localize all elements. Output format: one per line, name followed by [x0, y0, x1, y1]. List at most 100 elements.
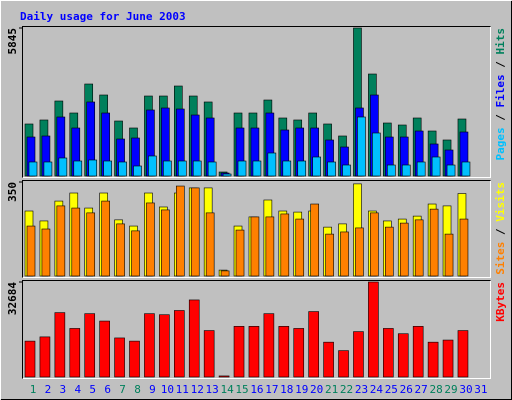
panel-frame-dark [22, 280, 491, 379]
x-tick-label: 8 [134, 383, 141, 396]
y-tick-label: 32684 [6, 282, 19, 315]
legend-entry: Sites [494, 242, 507, 275]
bar [233, 326, 245, 378]
bar [444, 233, 454, 277]
bar [427, 341, 439, 378]
bar [69, 328, 81, 378]
bar [144, 313, 155, 378]
x-tick-label: 18 [280, 383, 293, 396]
x-tick-label: 17 [265, 383, 278, 396]
bar [368, 281, 379, 378]
x-tick-label: 5 [89, 383, 96, 396]
x-tick-label: 6 [104, 383, 111, 396]
bar [310, 203, 319, 277]
bar [293, 328, 305, 378]
bar [103, 160, 112, 177]
panel-frame-dark [22, 180, 491, 278]
bar [188, 299, 200, 378]
bar [416, 161, 426, 177]
bar [73, 160, 83, 177]
bar [203, 330, 215, 378]
bar [355, 227, 364, 277]
panel-frame-light [23, 281, 491, 379]
bar [28, 161, 38, 177]
bar [282, 160, 292, 177]
bar [297, 160, 307, 177]
bar [133, 165, 142, 177]
bar [414, 219, 424, 277]
bar [118, 161, 127, 177]
bar [161, 209, 170, 277]
x-tick-label: 26 [400, 383, 413, 396]
bar [325, 233, 334, 277]
legend-entry: Visits [494, 182, 507, 222]
x-tick-label: 25 [385, 383, 398, 396]
bar [250, 216, 260, 277]
bar [88, 159, 98, 177]
bar [459, 218, 469, 277]
bar [237, 160, 247, 177]
legend-separator: / [494, 61, 507, 68]
bar [235, 229, 245, 277]
bar [263, 313, 275, 378]
legend-entry: Hits [494, 28, 507, 55]
legend: Sites / Visits [494, 182, 507, 275]
bar [357, 116, 366, 177]
bar [84, 313, 96, 378]
bar [26, 225, 36, 277]
legend: KBytes [494, 282, 507, 322]
bar [174, 310, 185, 378]
bar [323, 341, 334, 378]
bar [207, 161, 217, 177]
x-tick-label: 24 [370, 383, 384, 396]
x-tick-label: 31 [474, 383, 487, 396]
x-tick-label: 15 [235, 383, 248, 396]
x-tick-label: 7 [119, 383, 126, 396]
bar [429, 208, 439, 277]
bar [148, 155, 157, 177]
bar [385, 226, 394, 277]
bar [190, 187, 200, 277]
bar [178, 160, 187, 177]
bar [220, 270, 230, 277]
chart-title: Daily usage for June 2003 [20, 10, 186, 23]
bar [383, 328, 394, 378]
x-tick-label: 28 [429, 383, 442, 396]
bar [397, 333, 409, 378]
legend-entry: Pages [494, 127, 507, 160]
bar [54, 312, 66, 378]
bar [41, 228, 51, 277]
panel-frame-light [23, 181, 491, 278]
legend-entry: KBytes [494, 282, 507, 322]
x-tick-label: 9 [149, 383, 156, 396]
x-tick-label: 22 [340, 383, 353, 396]
bar [327, 161, 336, 177]
x-tick-label: 3 [60, 383, 67, 396]
bar [192, 160, 202, 177]
bar [56, 205, 66, 277]
bar [58, 157, 68, 177]
x-tick-label: 11 [176, 383, 189, 396]
panel-frame-dark [22, 26, 491, 178]
bar [43, 161, 53, 177]
bar [267, 152, 277, 177]
y-tick-label: 350 [6, 182, 19, 202]
x-tick-label: 21 [325, 383, 338, 396]
bar [222, 173, 232, 177]
bar [278, 326, 290, 378]
x-tick-label: 30 [459, 383, 472, 396]
x-tick-label: 19 [295, 383, 308, 396]
bar [399, 222, 409, 277]
bar [116, 223, 125, 277]
bar [39, 336, 51, 378]
bar [71, 207, 81, 277]
bar [372, 132, 381, 177]
bar [461, 161, 471, 177]
bar [353, 331, 364, 378]
bar [163, 160, 172, 177]
x-tick-label: 2 [45, 383, 52, 396]
legend-entry: Files [494, 74, 507, 107]
bar [442, 339, 454, 378]
